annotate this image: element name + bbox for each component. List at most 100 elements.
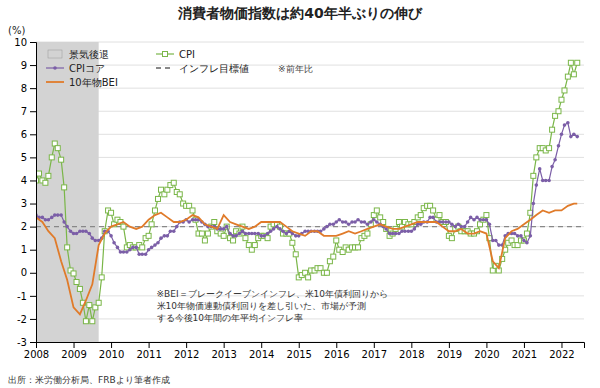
series-marker: [266, 232, 270, 236]
x-tick: 2016: [324, 342, 349, 360]
series-marker: [484, 213, 489, 218]
y-tick-mark: [30, 273, 36, 274]
y-tick-label: 3: [21, 198, 27, 209]
series-marker: [128, 248, 132, 252]
y-axis: -3-2-1012345678910: [14, 37, 36, 348]
x-tick-label: 2022: [549, 349, 574, 360]
series-marker: [47, 218, 51, 222]
series-marker: [116, 246, 120, 250]
series-marker: [109, 234, 113, 238]
series-group: [36, 60, 580, 323]
y-tick: -1: [17, 291, 36, 302]
series-marker: [497, 243, 501, 247]
y-tick: 2: [21, 221, 36, 232]
series-marker: [62, 185, 67, 190]
x-tick-mark: [449, 342, 450, 348]
x-tick-mark: [111, 342, 112, 348]
series-marker: [331, 254, 336, 259]
y-tick: -2: [17, 314, 36, 325]
series-marker: [356, 218, 360, 222]
series-marker: [140, 253, 144, 257]
y-tick: 1: [21, 244, 36, 255]
series-marker: [488, 223, 492, 227]
series-marker: [459, 225, 463, 229]
series-marker: [146, 233, 151, 238]
grid-line: [36, 42, 584, 43]
y-tick-label: 5: [21, 152, 27, 163]
series-marker: [494, 239, 498, 243]
series-marker: [369, 220, 373, 224]
series-marker: [485, 218, 489, 222]
series-marker: [466, 220, 470, 224]
chart-container: 消費者物価指数は約40年半ぶりの伸び(%)2008200920102011201…: [0, 0, 600, 388]
y-tick-mark: [30, 88, 36, 89]
series-marker: [565, 74, 570, 79]
x-tick-label: 2009: [61, 349, 86, 360]
legend-item: 景気後退: [48, 49, 109, 60]
series-marker: [131, 246, 135, 250]
series-marker: [519, 234, 523, 238]
x-tick-label: 2008: [24, 349, 49, 360]
series-marker: [375, 220, 379, 224]
series-marker: [366, 223, 370, 227]
y-tick-label: 7: [21, 106, 27, 117]
x-tick-mark: [186, 342, 187, 348]
series-marker: [534, 155, 539, 160]
grid-line: [36, 88, 584, 89]
series-marker: [334, 238, 339, 243]
series-marker: [99, 275, 104, 280]
series-marker: [525, 241, 529, 245]
x-axis: 2008200920102011201220132014201520162017…: [24, 342, 585, 360]
series-marker: [152, 208, 157, 213]
x-tick: 2020: [474, 342, 499, 360]
y-tick-mark: [30, 227, 36, 228]
note: ※前年比: [278, 64, 313, 74]
series-marker: [253, 232, 257, 236]
series-marker: [547, 179, 551, 183]
y-tick: 4: [21, 175, 36, 186]
series-marker: [171, 180, 176, 185]
series-marker: [441, 220, 445, 224]
series-marker: [153, 243, 157, 247]
series-marker: [569, 135, 573, 139]
legend-swatch: [46, 81, 64, 83]
series-marker: [46, 173, 51, 178]
series-marker: [71, 271, 76, 276]
series-marker: [41, 216, 45, 220]
series-marker: [69, 229, 73, 233]
legend-label: CPI: [179, 49, 195, 60]
series-marker: [91, 236, 95, 240]
x-tick: 2021: [512, 342, 537, 360]
y-tick-mark: [30, 180, 36, 181]
y-tick-label: 10: [14, 37, 27, 48]
series-marker: [59, 213, 63, 217]
series-marker: [475, 216, 479, 220]
series-marker: [413, 227, 417, 231]
series-marker: [84, 229, 88, 233]
series-marker: [397, 232, 401, 236]
series-marker: [419, 223, 423, 227]
series-marker: [324, 270, 329, 275]
series-marker: [334, 220, 338, 224]
grid: [36, 42, 584, 342]
legend-item: CPI: [156, 49, 195, 60]
grid-line: [36, 203, 584, 204]
series-marker: [353, 220, 357, 224]
y-axis-label: (%): [8, 25, 25, 36]
series-marker: [177, 192, 182, 197]
x-tick: 2011: [136, 342, 161, 360]
series-marker: [531, 173, 536, 178]
legend-swatch: [156, 67, 174, 69]
series-marker: [55, 146, 60, 151]
series-marker: [575, 60, 580, 65]
series-marker: [449, 236, 454, 241]
series-marker: [447, 220, 451, 224]
series-marker: [175, 225, 179, 229]
x-tick-mark: [224, 342, 225, 348]
legend: 景気後退CPICPIコアインフレ目標値10年物BEI: [46, 49, 249, 88]
series-marker: [285, 232, 289, 236]
series-marker: [553, 158, 557, 162]
series-marker: [337, 218, 341, 222]
series-marker: [463, 225, 467, 229]
chart-svg: 消費者物価指数は約40年半ぶりの伸び(%)2008200920102011201…: [0, 0, 600, 388]
